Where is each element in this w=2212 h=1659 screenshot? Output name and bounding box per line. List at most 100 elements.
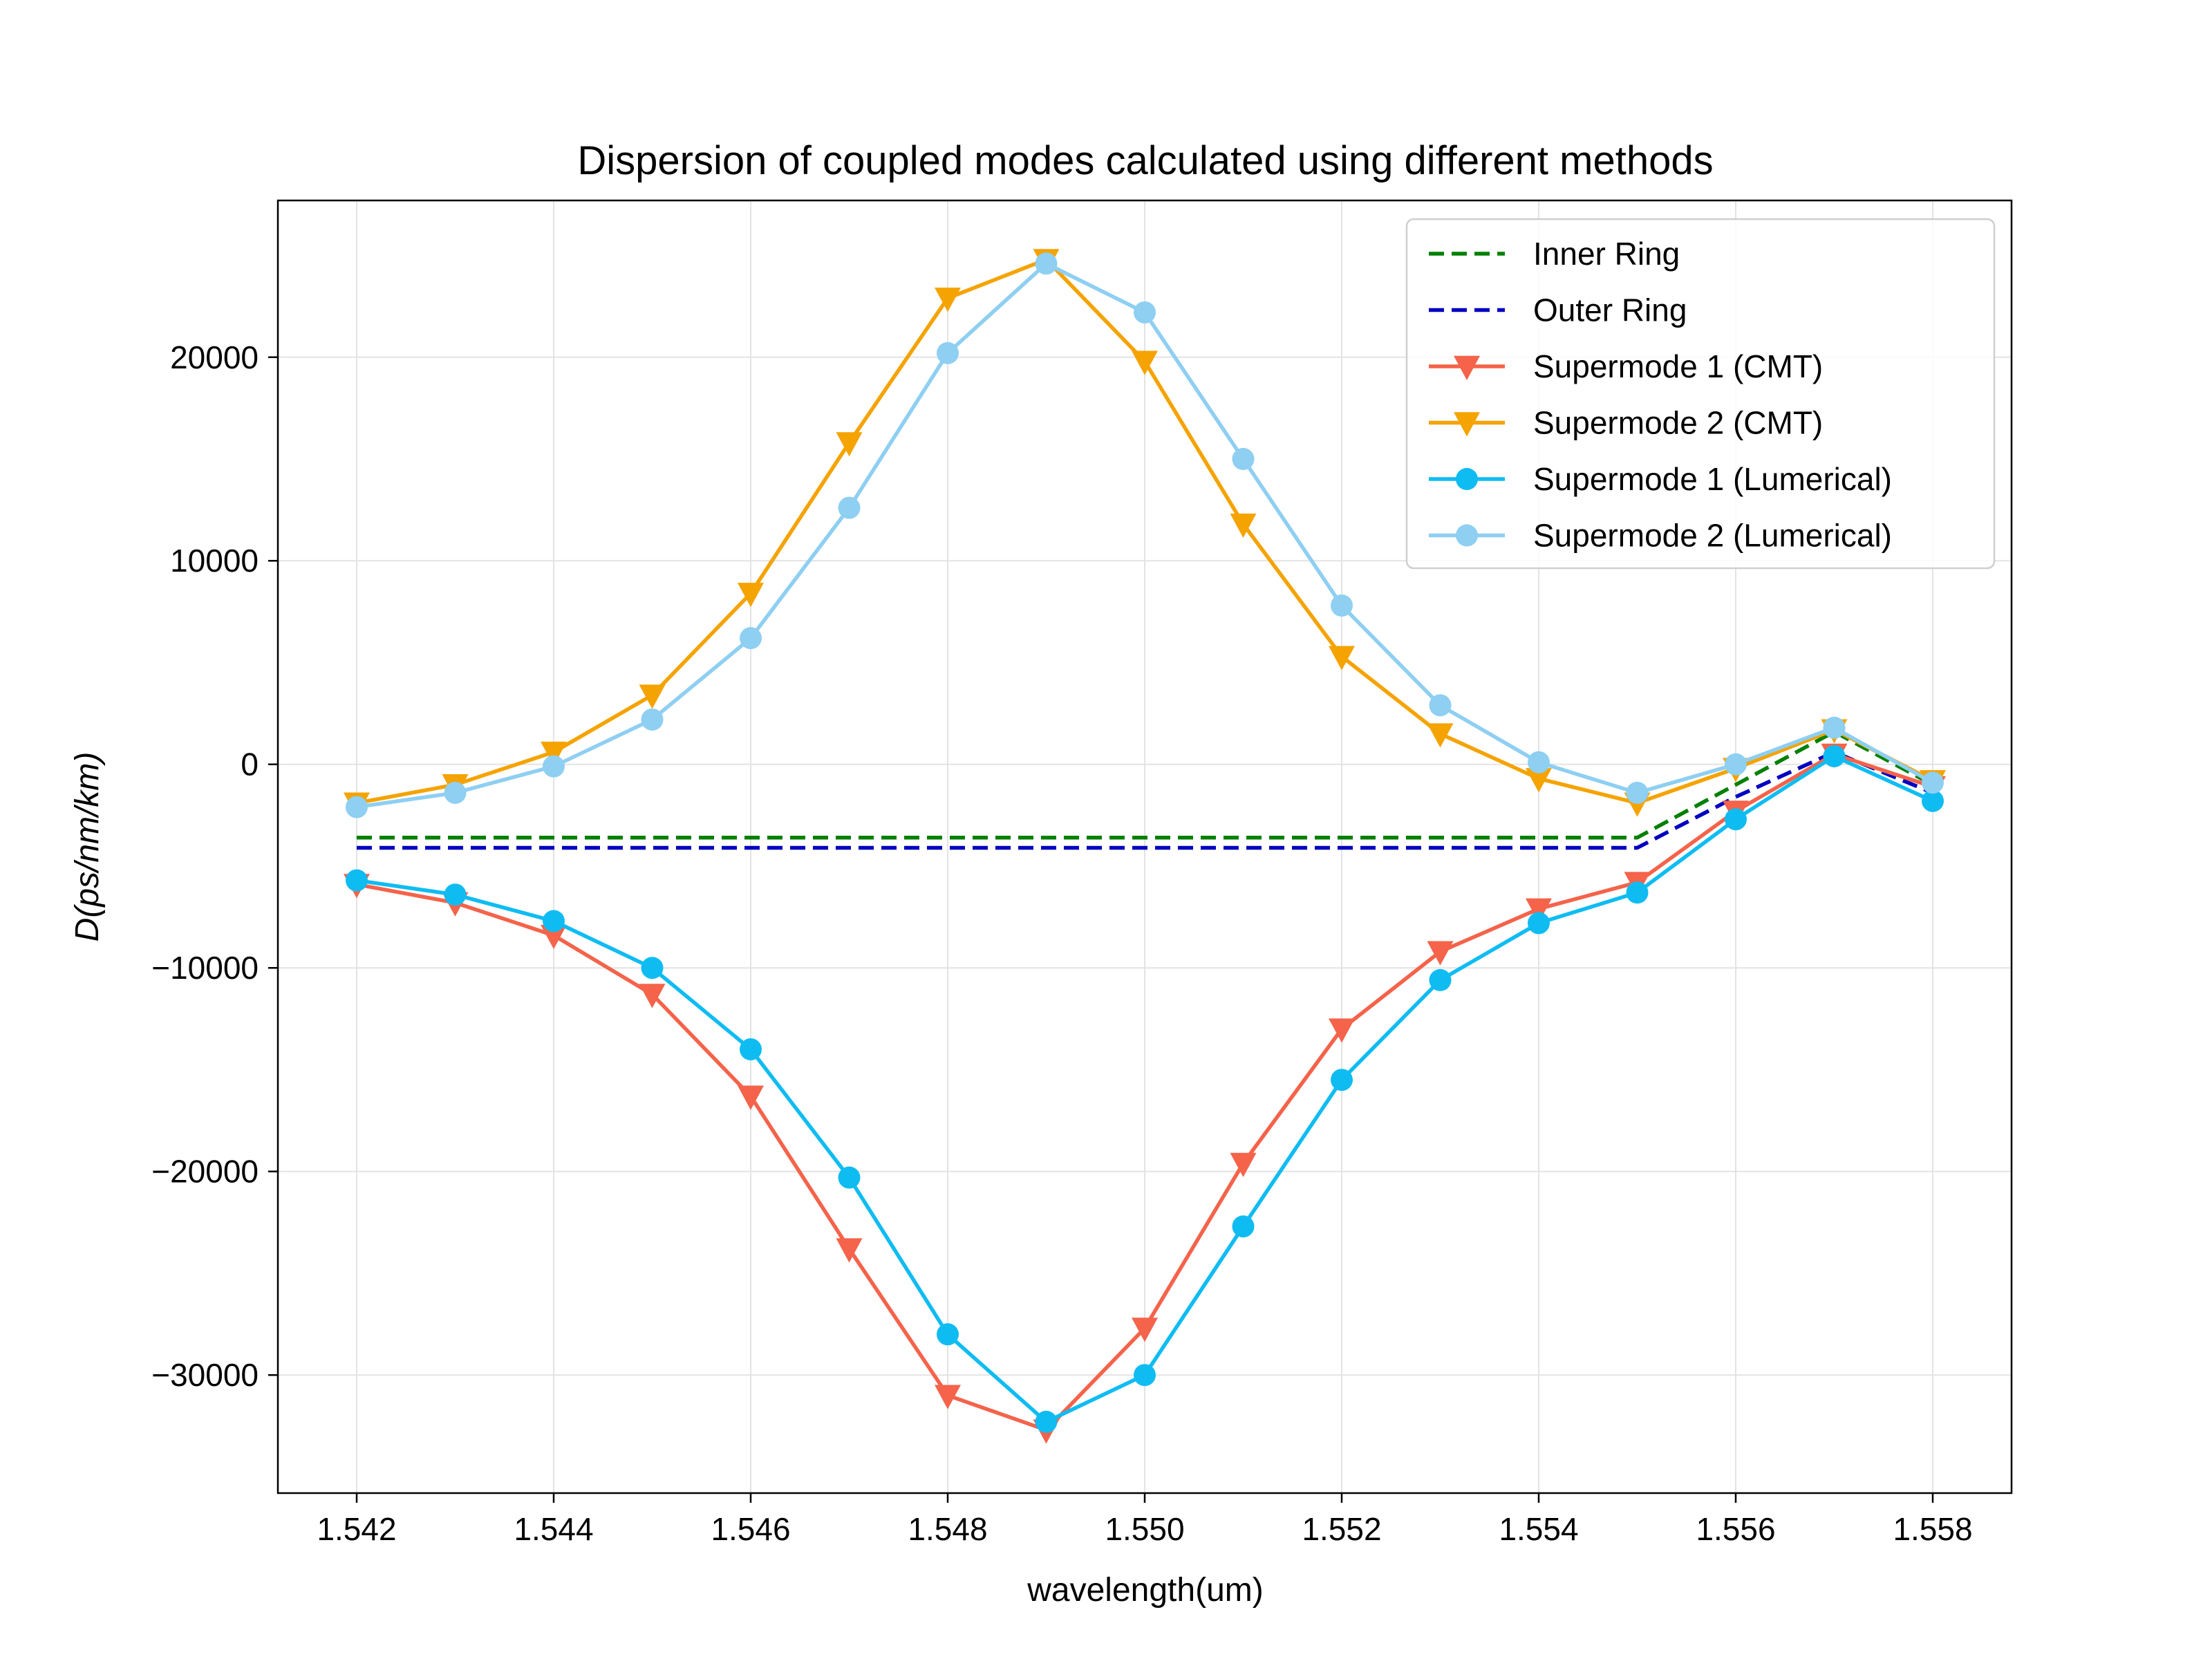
- series-inner-ring: [357, 729, 1934, 840]
- legend-box: [1405, 218, 1996, 570]
- legend-item: Supermode 2 (CMT): [1429, 405, 1823, 441]
- x-tick-label: 1.552: [1302, 1511, 1381, 1547]
- data-point: [1132, 1318, 1158, 1342]
- x-tick-label: 1.548: [908, 1511, 987, 1547]
- data-point: [838, 496, 861, 519]
- data-point: [1528, 912, 1550, 935]
- data-point: [1429, 968, 1452, 991]
- data-point: [1526, 898, 1552, 923]
- data-point: [444, 781, 467, 804]
- data-point: [1626, 881, 1649, 904]
- data-point: [639, 984, 666, 1009]
- x-axis: 1.542 1.544 1.546 1.548 1.550 1.552 1.554 1.556…: [317, 1493, 1973, 1547]
- series-line: [357, 729, 1934, 840]
- data-point: [836, 1238, 863, 1263]
- chart-title: Dispersion of coupled modes calculated u…: [577, 138, 1713, 183]
- legend-label: Inner Ring: [1533, 236, 1680, 272]
- data-point: [1331, 1069, 1353, 1091]
- data-point: [1232, 448, 1255, 470]
- data-point: [937, 1323, 959, 1346]
- legend-marker: [1454, 355, 1480, 380]
- data-point: [1230, 514, 1257, 538]
- data-point: [444, 883, 467, 906]
- data-point: [738, 1085, 764, 1110]
- data-point: [838, 1166, 861, 1189]
- legend-marker: [1454, 412, 1480, 437]
- data-point: [740, 627, 762, 650]
- x-tick-label: 1.556: [1696, 1511, 1775, 1547]
- data-point: [1823, 716, 1846, 739]
- x-tick-label: 1.544: [514, 1511, 593, 1547]
- data-point: [1331, 594, 1353, 617]
- legend-item: Supermode 2 (Lumerical): [1429, 518, 1892, 554]
- legend-label: Supermode 2 (CMT): [1533, 405, 1823, 441]
- data-point: [1429, 694, 1452, 717]
- data-point: [1922, 789, 1944, 812]
- data-point: [641, 708, 664, 731]
- data-point: [1626, 781, 1649, 804]
- y-tick-label: 0: [241, 747, 259, 782]
- data-point: [1232, 1215, 1255, 1238]
- data-point: [641, 957, 664, 980]
- data-point: [541, 741, 567, 767]
- legend-item: Inner Ring: [1429, 236, 1680, 272]
- data-point: [541, 924, 567, 950]
- legend: Inner Ring Outer Ring Supermode 1 (CMT) Sup…: [1405, 218, 1996, 570]
- legend-label: Outer Ring: [1533, 292, 1687, 328]
- data-point: [1922, 771, 1944, 794]
- y-tick-label: −20000: [151, 1154, 259, 1190]
- series-line: [357, 750, 1934, 850]
- data-point: [1526, 768, 1552, 793]
- series-outer-ring: [357, 750, 1934, 850]
- data-point: [1823, 744, 1846, 767]
- data-point: [1329, 646, 1355, 671]
- data-point: [740, 1038, 762, 1061]
- data-point: [639, 684, 666, 709]
- y-tick-label: −10000: [151, 950, 259, 986]
- data-point: [738, 583, 764, 608]
- data-point: [1427, 941, 1454, 966]
- series-supermode-2-lumerical: [346, 252, 1944, 818]
- x-tick-label: 1.558: [1893, 1511, 1972, 1547]
- data-point: [346, 869, 368, 892]
- y-tick-label: 10000: [170, 543, 259, 579]
- data-point: [1725, 808, 1747, 831]
- data-point: [1134, 1364, 1156, 1387]
- data-point: [1725, 753, 1747, 776]
- data-point: [935, 288, 961, 312]
- series-supermode-1-lumerical: [346, 744, 1944, 1433]
- x-tick-label: 1.546: [711, 1511, 790, 1547]
- data-point: [543, 755, 565, 778]
- data-point: [1035, 1410, 1058, 1433]
- y-axis-label: D(ps/nm/km): [69, 752, 106, 942]
- x-tick-label: 1.554: [1499, 1511, 1578, 1547]
- legend-item: Supermode 1 (Lumerical): [1429, 461, 1892, 497]
- data-point: [935, 1385, 961, 1409]
- legend-label: Supermode 1 (CMT): [1533, 348, 1823, 384]
- series-layer: [344, 249, 1946, 1444]
- data-point: [836, 432, 863, 457]
- legend-item: Supermode 1 (CMT): [1429, 348, 1823, 384]
- legend-marker: [1456, 524, 1478, 547]
- legend-item: Outer Ring: [1429, 292, 1687, 328]
- data-point: [1427, 723, 1454, 748]
- legend-label: Supermode 1 (Lumerical): [1533, 461, 1892, 497]
- data-point: [1035, 252, 1058, 275]
- y-axis: −30000 −20000 −10000 0 10000 20000: [151, 339, 278, 1393]
- y-tick-label: −30000: [151, 1357, 259, 1393]
- x-tick-label: 1.542: [317, 1511, 396, 1547]
- data-point: [1132, 350, 1158, 375]
- data-point: [1134, 301, 1156, 324]
- data-point: [937, 341, 959, 364]
- y-tick-label: 20000: [170, 339, 259, 375]
- x-tick-label: 1.550: [1105, 1511, 1184, 1547]
- legend-marker: [1456, 468, 1478, 490]
- data-point: [1329, 1018, 1355, 1043]
- data-point: [1230, 1152, 1257, 1177]
- data-point: [1528, 751, 1550, 774]
- data-point: [543, 910, 565, 932]
- legend-label: Supermode 2 (Lumerical): [1533, 518, 1892, 554]
- x-axis-label: wavelength(um): [1027, 1572, 1263, 1609]
- data-point: [346, 796, 368, 818]
